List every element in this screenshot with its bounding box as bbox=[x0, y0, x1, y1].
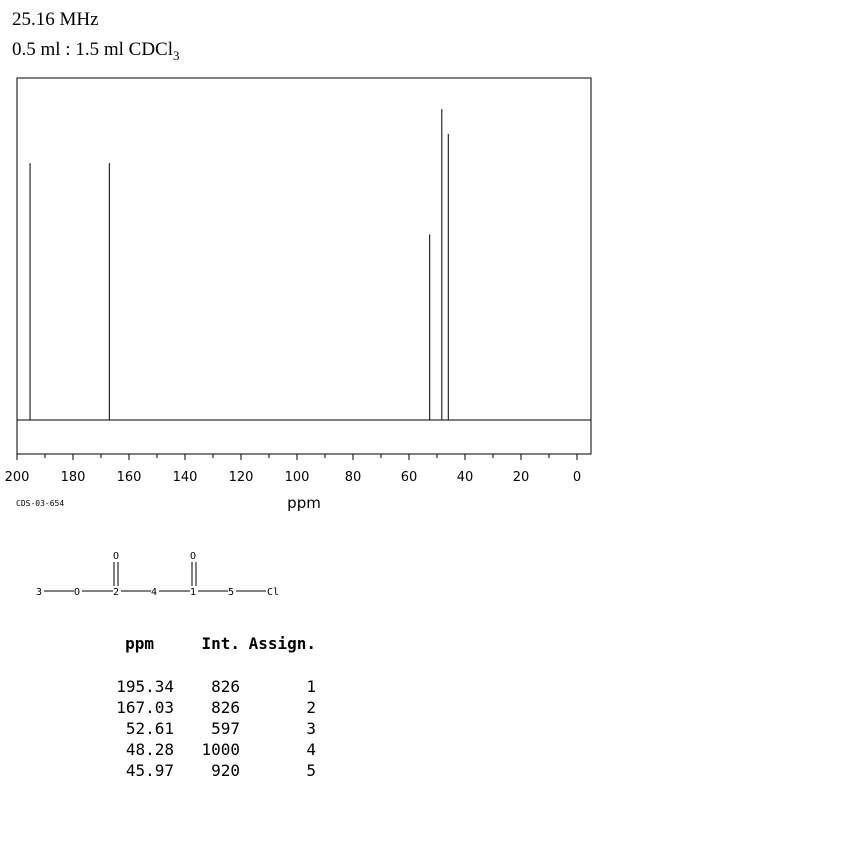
cell-int: 826 bbox=[211, 677, 240, 696]
x-tick-label: 200 bbox=[5, 470, 30, 485]
cell-assign: 5 bbox=[306, 761, 316, 780]
x-tick-label: 0 bbox=[573, 470, 581, 485]
x-tick-label: 160 bbox=[117, 470, 142, 485]
atom-o-carbonyl-right: O bbox=[190, 551, 196, 562]
col-header-assign: Assign. bbox=[248, 633, 316, 653]
table-spacer bbox=[84, 654, 316, 676]
cell-ppm: 45.97 bbox=[125, 761, 174, 780]
atom-5: 5 bbox=[228, 587, 234, 598]
x-tick-label: 100 bbox=[285, 470, 310, 485]
table-row: 52.61 597 3 bbox=[84, 718, 316, 739]
x-tick-label: 120 bbox=[229, 470, 254, 485]
cell-int: 826 bbox=[211, 698, 240, 717]
atom-3: 3 bbox=[36, 587, 42, 598]
col-header-int: Int. bbox=[201, 633, 240, 653]
x-tick-label: 180 bbox=[61, 470, 86, 485]
solvent-label: 0.5 ml : 1.5 ml CDCl3 bbox=[12, 39, 180, 63]
cell-int: 597 bbox=[211, 719, 240, 738]
x-tick-label: 140 bbox=[173, 470, 198, 485]
cell-ppm: 195.34 bbox=[116, 677, 174, 696]
cell-int: 1000 bbox=[201, 740, 240, 759]
table-row: 195.34 826 1 bbox=[84, 676, 316, 697]
cell-ppm: 52.61 bbox=[125, 719, 174, 738]
plot-frame bbox=[16, 77, 592, 455]
x-tick-label: 20 bbox=[513, 470, 530, 485]
cell-int: 920 bbox=[211, 761, 240, 780]
table-row: 167.03 826 2 bbox=[84, 697, 316, 718]
atom-4: 4 bbox=[151, 587, 157, 598]
table-row: 48.28 1000 4 bbox=[84, 739, 316, 760]
cell-assign: 1 bbox=[306, 677, 316, 696]
x-tick-label: 60 bbox=[401, 470, 418, 485]
table-row: 45.97 920 5 bbox=[84, 760, 316, 781]
atom-cl: Cl bbox=[267, 587, 279, 598]
table-header-row: ppm Int. Assign. bbox=[84, 632, 316, 654]
frequency-label: 25.16 MHz bbox=[12, 9, 99, 30]
peak-table: ppm Int. Assign. 195.34 826 1 167.03 826… bbox=[84, 632, 316, 781]
solvent-text: 0.5 ml : 1.5 ml CDCl bbox=[12, 39, 173, 60]
cell-assign: 4 bbox=[306, 740, 316, 759]
atom-2: 2 bbox=[113, 587, 119, 598]
cell-assign: 3 bbox=[306, 719, 316, 738]
cell-ppm: 48.28 bbox=[125, 740, 174, 759]
x-axis-ticks: 200 180 160 140 120 100 80 60 40 20 0 bbox=[5, 454, 581, 485]
atom-o-ether: O bbox=[74, 587, 80, 598]
cell-ppm: 167.03 bbox=[116, 698, 174, 717]
spectrum-code: CDS-03-654 bbox=[16, 499, 64, 508]
molecule-structure: 3 O 2 O 4 1 O 5 Cl bbox=[36, 551, 279, 598]
atom-o-carbonyl-left: O bbox=[113, 551, 119, 562]
cell-assign: 2 bbox=[306, 698, 316, 717]
col-header-ppm: ppm bbox=[125, 633, 154, 653]
atom-1: 1 bbox=[190, 587, 196, 598]
peaks-group bbox=[29, 109, 449, 420]
x-tick-label: 80 bbox=[345, 470, 362, 485]
x-axis-label: ppm bbox=[287, 494, 321, 512]
solvent-subscript: 3 bbox=[173, 48, 180, 63]
x-tick-label: 40 bbox=[457, 470, 474, 485]
